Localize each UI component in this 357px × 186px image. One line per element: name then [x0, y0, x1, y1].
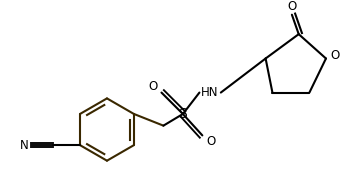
Text: O: O — [287, 0, 297, 13]
Text: S: S — [178, 107, 187, 121]
Text: N: N — [20, 139, 29, 152]
Text: HN: HN — [200, 86, 218, 99]
Text: O: O — [330, 49, 340, 62]
Text: O: O — [206, 135, 216, 148]
Text: O: O — [148, 80, 157, 93]
